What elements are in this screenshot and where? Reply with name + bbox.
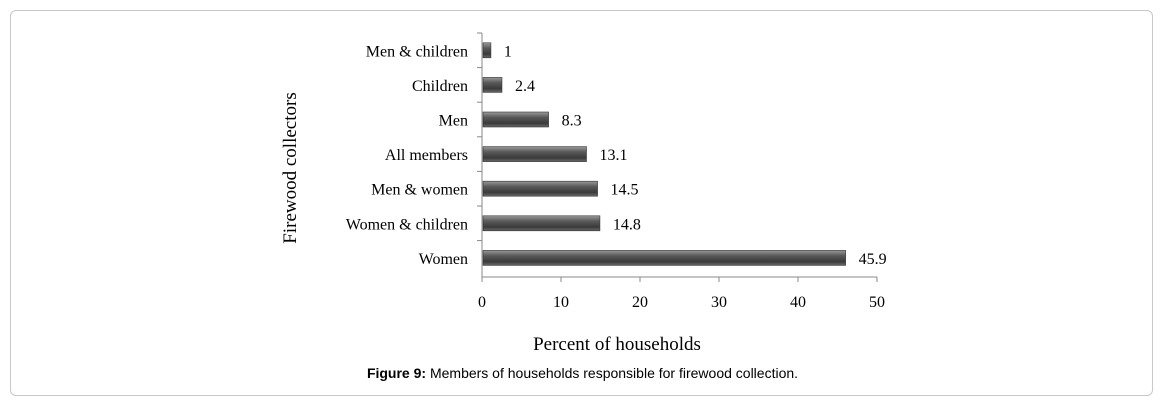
bar xyxy=(482,111,549,128)
bar xyxy=(482,146,587,162)
figure-caption: Figure 9: Members of households responsi… xyxy=(0,365,1165,381)
caption-label: Figure 9: xyxy=(366,365,427,381)
bar-chart: Men & children 1 Children 2.4 Men 8.3 All memb… xyxy=(280,32,887,355)
x-tick-label: 0 xyxy=(478,294,486,311)
x-tick-label: 30 xyxy=(711,294,727,311)
category-label: Children xyxy=(412,78,468,95)
category-label: Men & children xyxy=(366,43,468,60)
category-label: Women xyxy=(419,251,468,268)
x-axis-title: Percent of households xyxy=(533,334,701,355)
data-label: 45.9 xyxy=(859,251,887,268)
x-tick-label: 10 xyxy=(553,294,569,311)
data-label: 14.5 xyxy=(611,182,639,199)
category-label: Women & children xyxy=(346,216,468,233)
bar xyxy=(482,215,601,232)
data-label: 14.8 xyxy=(613,216,641,233)
figure-frame xyxy=(10,10,1153,396)
bar xyxy=(482,42,492,59)
x-tick-label: 20 xyxy=(632,294,648,311)
data-label: 2.4 xyxy=(515,78,535,95)
x-tick-label: 40 xyxy=(790,294,806,311)
data-label: 8.3 xyxy=(562,113,582,130)
category-label: Men & women xyxy=(371,182,468,199)
bar xyxy=(482,77,503,93)
caption-text: Members of households responsible for fi… xyxy=(426,365,799,381)
y-axis-title: Firewood collectors xyxy=(280,92,301,243)
data-label: 13.1 xyxy=(599,147,627,164)
x-tick-label: 50 xyxy=(869,294,885,311)
category-label: Men xyxy=(439,113,468,130)
bar xyxy=(482,180,598,197)
data-label: 1 xyxy=(504,43,512,60)
category-label: All members xyxy=(385,147,468,164)
bar xyxy=(482,250,846,266)
